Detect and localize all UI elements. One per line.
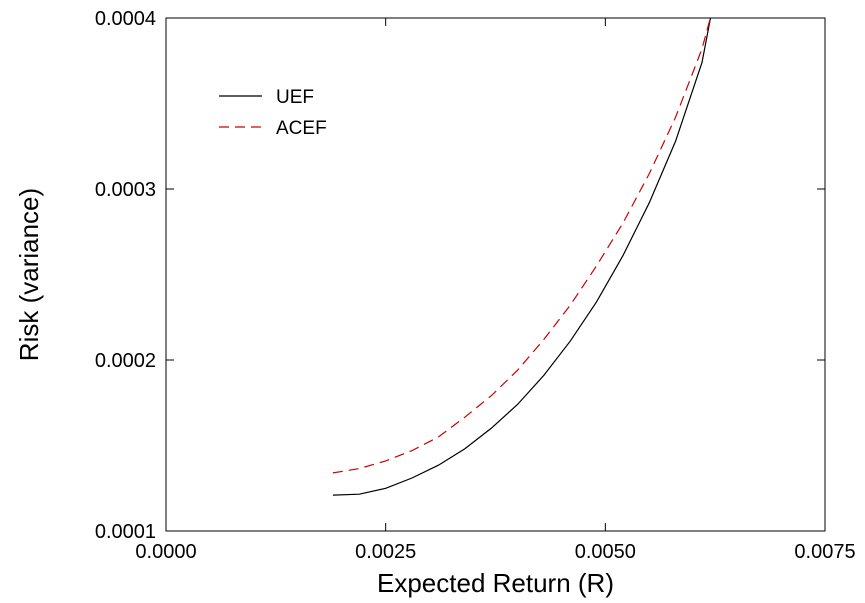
legend-label-acef: ACEF	[276, 118, 327, 139]
x-tick-label: 0.0000	[135, 541, 196, 563]
x-tick-label: 0.0075	[794, 541, 855, 563]
legend: UEF ACEF	[219, 87, 327, 139]
series-line-acef	[332, 18, 711, 474]
y-tick-label: 0.0003	[95, 179, 156, 201]
x-axis-title: Expected Return (R)	[377, 568, 614, 598]
x-tick-label: 0.0050	[575, 541, 636, 563]
series-line-uef	[332, 18, 712, 496]
y-axis-title: Risk (variance)	[14, 188, 44, 361]
legend-label-uef: UEF	[276, 87, 314, 108]
plot-frame	[165, 17, 826, 532]
x-tick-label: 0.0025	[355, 541, 416, 563]
y-tick-label: 0.0002	[95, 350, 156, 372]
series-layer	[332, 18, 712, 496]
y-tick-label: 0.0004	[95, 8, 156, 30]
y-tick-label: 0.0001	[95, 521, 156, 543]
ticks-layer: 0.0000 0.0025 0.0050 0.0075 0.0001 0.0002 0.00…	[95, 8, 856, 563]
